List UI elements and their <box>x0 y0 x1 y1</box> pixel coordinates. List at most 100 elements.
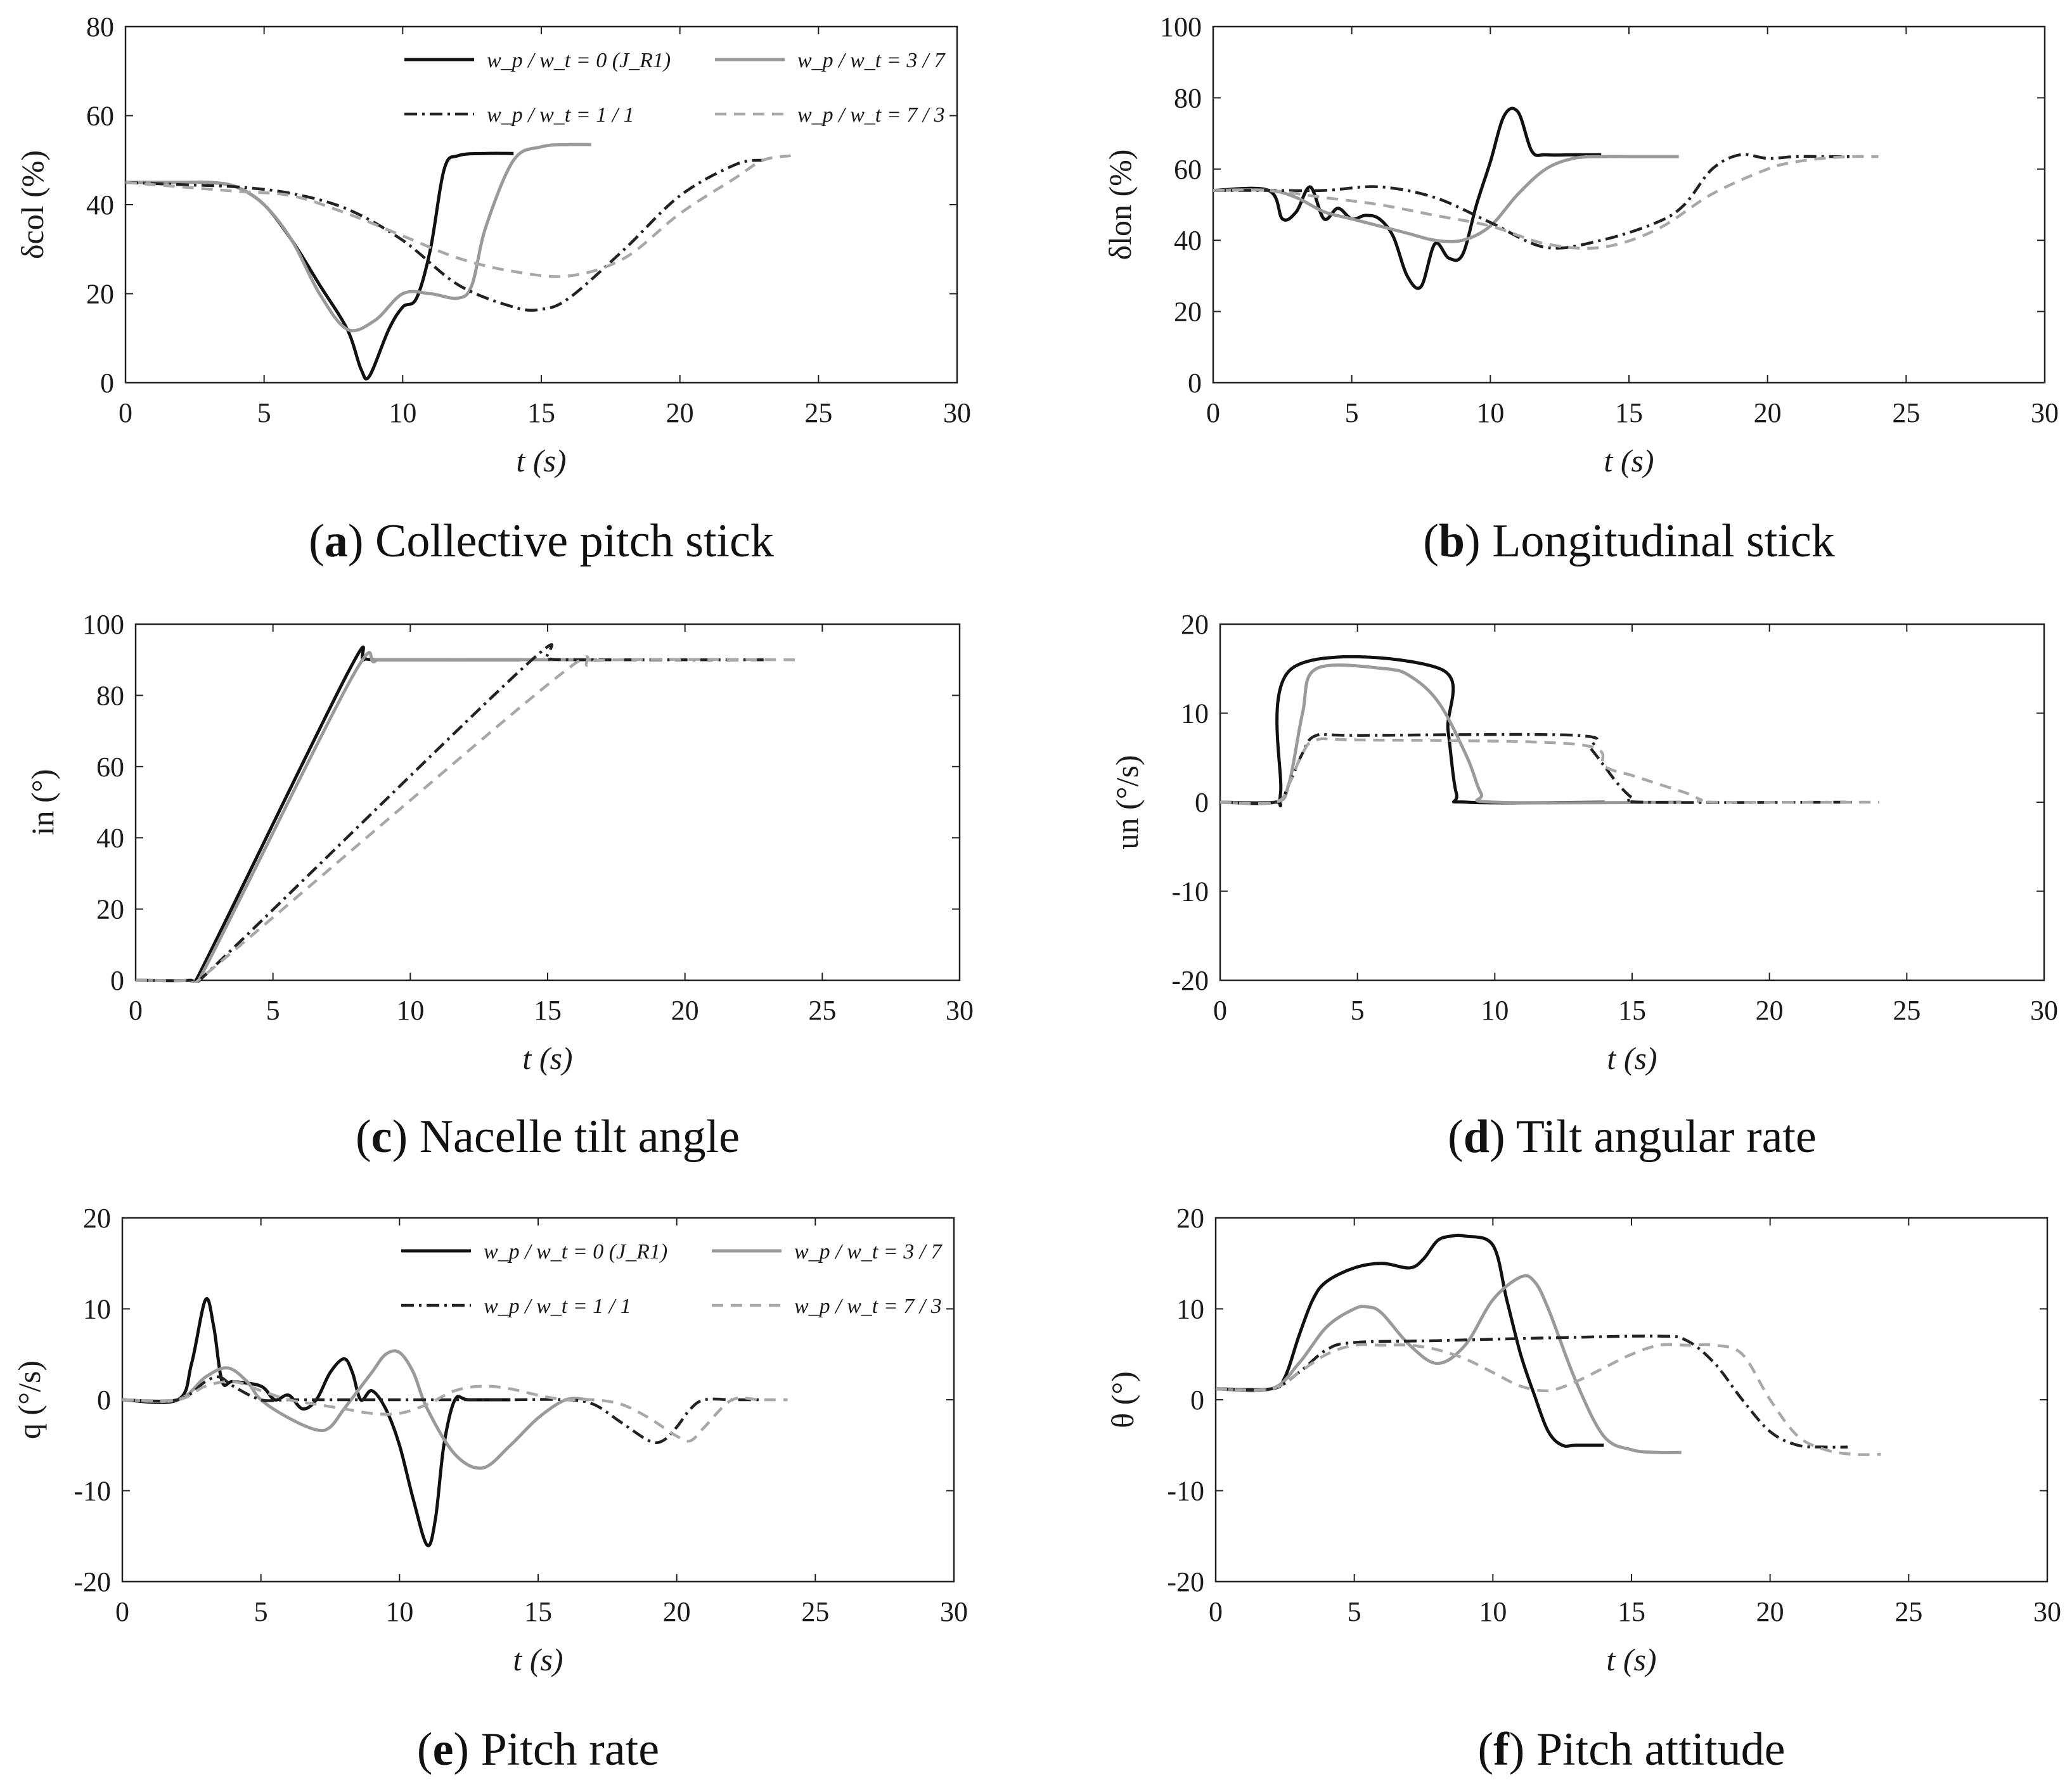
panel-caption: (e) Pitch rate <box>417 1724 659 1776</box>
series-line-s1 <box>1213 155 1679 243</box>
chart-panel-e: 0 5 10 15 20 25 30 -20 -10 0 10 20 t (s) q (°/s) w_p /… <box>11 1203 968 1776</box>
y-tick-label: 80 <box>1174 82 1202 113</box>
x-axis-label: t (s) <box>1606 1642 1656 1677</box>
series-line-s0 <box>1213 106 1602 290</box>
x-tick-label: 30 <box>940 1596 968 1627</box>
x-tick-label: 25 <box>801 1596 829 1627</box>
chart-panel-a: 0 5 10 15 20 25 30 0 20 40 60 80 t (s) δcol (%) w_p / … <box>15 11 971 567</box>
y-axis-label: q (°/s) <box>11 1360 47 1439</box>
y-tick-label: 0 <box>110 965 124 996</box>
caption-text: ) Pitch rate <box>453 1724 659 1776</box>
x-tick-label: 25 <box>1895 1596 1922 1627</box>
legend-entry-s2: w_p / w_t = 1 / 1 <box>401 1295 631 1318</box>
caption-panel-letter: b <box>1439 515 1465 567</box>
y-tick-label: -20 <box>74 1566 111 1597</box>
y-tick-label: 10 <box>83 1294 111 1325</box>
caption-panel-letter: a <box>325 515 348 567</box>
x-tick-label: 20 <box>671 995 699 1026</box>
y-tick-label: 0 <box>97 1385 111 1416</box>
y-tick-label: 10 <box>1181 698 1209 729</box>
series-line-s2 <box>122 1375 760 1444</box>
caption-open-paren: ( <box>1477 1724 1493 1776</box>
x-tick-label: 0 <box>1206 397 1220 428</box>
caption-panel-letter: f <box>1493 1724 1510 1776</box>
series-line-s1 <box>1216 1274 1682 1455</box>
x-tick-label: 25 <box>804 397 832 428</box>
x-tick-label: 25 <box>1892 397 1920 428</box>
chart-panel-d: 0 5 10 15 20 25 30 -20 -10 0 10 20 t (s) un (°/s) (d) … <box>1109 609 2058 1163</box>
series-line-s3 <box>122 1379 788 1443</box>
y-tick-label: 20 <box>1176 1203 1204 1234</box>
legend-entry-s1: w_p / w_t = 3 / 7 <box>715 49 946 72</box>
x-axis-label: t (s) <box>1604 443 1654 478</box>
x-tick-label: 25 <box>808 995 836 1026</box>
x-tick-label: 5 <box>266 995 280 1026</box>
series-line-s3 <box>1220 737 1880 805</box>
x-tick-label: 0 <box>119 397 132 428</box>
x-tick-label: 30 <box>2031 397 2059 428</box>
x-tick-label: 5 <box>1351 995 1365 1026</box>
y-tick-label: 20 <box>86 279 114 310</box>
x-tick-label: 15 <box>1618 1596 1645 1627</box>
series-line-s2 <box>1220 733 1852 805</box>
x-tick-label: 10 <box>396 995 424 1026</box>
series-line-s2 <box>136 643 768 983</box>
x-tick-label: 0 <box>129 995 143 1026</box>
caption-panel-letter: e <box>433 1724 454 1776</box>
y-tick-label: 0 <box>100 368 114 399</box>
y-tick-label: 80 <box>86 11 114 42</box>
x-tick-label: 10 <box>1476 397 1504 428</box>
series-line-s0 <box>122 1296 511 1547</box>
caption-text: ) Tilt angular rate <box>1490 1111 1817 1163</box>
legend-entry-s3: w_p / w_t = 7 / 3 <box>712 1295 942 1318</box>
y-axis-label: in (°) <box>25 769 60 836</box>
y-tick-label: -10 <box>1171 876 1209 907</box>
y-tick-label: 20 <box>1181 609 1209 640</box>
y-tick-label: 10 <box>1176 1294 1204 1325</box>
panel-caption: (d) Tilt angular rate <box>1448 1111 1817 1163</box>
series-line-s2 <box>125 158 764 312</box>
caption-open-paren: ( <box>1448 1111 1464 1163</box>
x-tick-label: 15 <box>534 995 562 1026</box>
plot-frame <box>134 623 961 982</box>
x-tick-label: 20 <box>1754 397 1782 428</box>
y-axis-label: un (°/s) <box>1109 755 1145 849</box>
caption-text: ) Nacelle tilt angle <box>392 1111 740 1163</box>
y-tick-label: 40 <box>86 189 114 221</box>
series-line-s3 <box>1216 1343 1881 1456</box>
y-tick-label: 20 <box>1174 297 1202 328</box>
series-line-s3 <box>1213 155 1879 250</box>
caption-text: ) Collective pitch stick <box>348 515 774 567</box>
y-tick-label: 20 <box>83 1203 111 1234</box>
x-tick-label: 5 <box>1348 1596 1361 1627</box>
x-tick-label: 5 <box>257 397 271 428</box>
x-tick-label: 15 <box>1618 995 1646 1026</box>
x-tick-label: 10 <box>1481 995 1509 1026</box>
legend-label: w_p / w_t = 7 / 3 <box>797 103 945 127</box>
y-axis-label: δcol (%) <box>15 150 50 259</box>
legend-entry-s3: w_p / w_t = 7 / 3 <box>715 103 945 127</box>
y-tick-label: 80 <box>96 680 124 711</box>
chart-panel-c: 0 5 10 15 20 25 30 0 20 40 60 80 100 t (s) in (°) (c) N… <box>25 609 974 1163</box>
caption-text: ) Pitch attitude <box>1509 1724 1786 1776</box>
x-tick-label: 30 <box>2033 1596 2061 1627</box>
x-tick-label: 15 <box>1615 397 1643 428</box>
y-tick-label: -20 <box>1167 1566 1204 1597</box>
x-axis-label: t (s) <box>513 1642 563 1677</box>
x-axis-label: t (s) <box>1607 1040 1657 1076</box>
legend-label: w_p / w_t = 0 (J_R1) <box>484 1240 667 1264</box>
y-tick-label: 100 <box>82 609 124 640</box>
y-tick-label: 0 <box>1195 787 1209 818</box>
series-line-s2 <box>1213 153 1851 250</box>
caption-open-paren: ( <box>1423 515 1439 567</box>
caption-open-paren: ( <box>309 515 325 567</box>
legend-label: w_p / w_t = 1 / 1 <box>487 103 634 127</box>
panel-caption: (f) Pitch attitude <box>1477 1724 1785 1776</box>
series-line-s1 <box>122 1349 588 1470</box>
legend-entry-s0: w_p / w_t = 0 (J_R1) <box>404 49 671 72</box>
legend-entry-s0: w_p / w_t = 0 (J_R1) <box>401 1240 667 1264</box>
y-tick-label: -10 <box>1167 1476 1204 1507</box>
x-tick-label: 5 <box>1345 397 1359 428</box>
x-tick-label: 30 <box>943 397 971 428</box>
